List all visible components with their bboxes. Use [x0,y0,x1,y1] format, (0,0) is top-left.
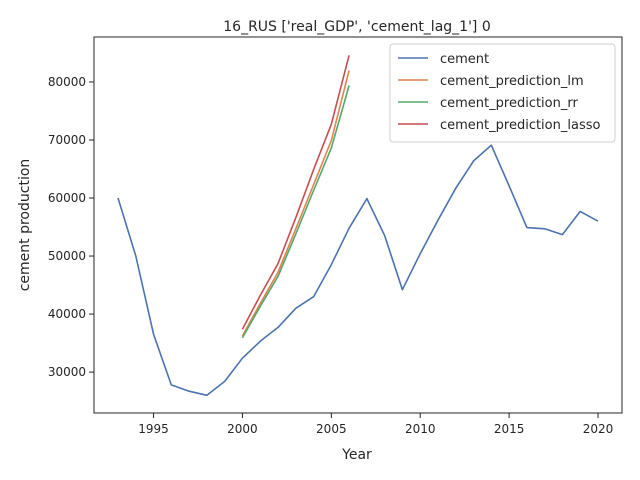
x-tick-label: 2005 [316,422,347,436]
y-tick-label: 40000 [48,307,86,321]
series-line-cement_prediction_lm [241,70,350,337]
chart-title: 16_RUS ['real_GDP', 'cement_lag_1'] 0 [223,19,491,35]
plot-lines [117,55,599,397]
legend-label: cement_prediction_lm [440,74,584,89]
x-tick-label: 1995 [138,422,169,436]
x-tick-label: 2020 [583,422,614,436]
x-axis-ticks: 1995 2000 2005 2010 2015 2020 [138,413,613,436]
x-tick-label: 2010 [405,422,436,436]
series-line-cement_prediction_rr [241,85,350,339]
series-line-cement_prediction_lasso [241,55,350,330]
y-tick-label: 50000 [48,249,86,263]
y-tick-label: 70000 [48,133,86,147]
series-line-cement [117,144,599,397]
y-tick-label: 30000 [48,365,86,379]
x-tick-label: 2000 [227,422,258,436]
y-tick-label: 80000 [48,75,86,89]
legend-label: cement_prediction_rr [440,96,578,111]
x-axis-label: Year [341,447,372,463]
legend-box [389,43,616,143]
y-axis-label: cement production [17,159,33,292]
legend-label: cement [440,52,489,67]
y-axis-ticks: 30000 40000 50000 60000 70000 80000 [48,75,94,379]
legend: cement cement_prediction_lm cement_predict… [389,43,616,143]
x-tick-label: 2015 [494,422,525,436]
plot-area-frame [93,36,623,414]
y-tick-label: 60000 [48,191,86,205]
legend-label: cement_prediction_lasso [440,118,600,133]
legend-items: cement cement_prediction_lm cement_predict… [398,52,600,133]
